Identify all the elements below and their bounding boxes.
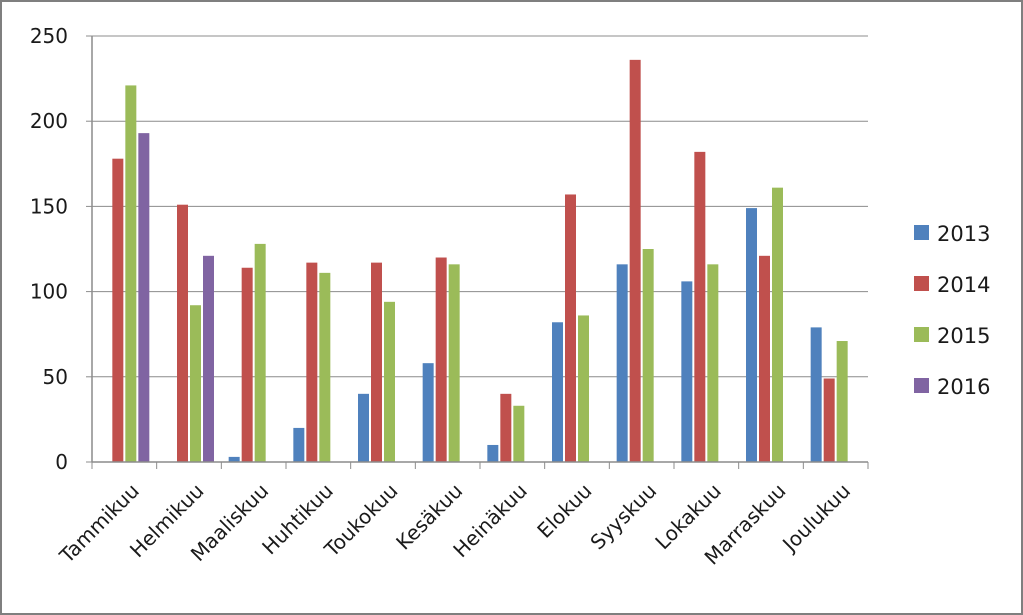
y-tick-label: 200 <box>30 109 68 133</box>
bar-2015-11 <box>836 341 848 462</box>
bar-2015-3 <box>319 272 331 462</box>
bar-2014-0 <box>112 158 124 463</box>
bar-2015-4 <box>384 301 395 462</box>
bar-2015-5 <box>448 264 460 462</box>
bar-2014-7 <box>565 194 576 463</box>
bar-2013-6 <box>487 444 499 462</box>
bar-2013-7 <box>552 322 563 462</box>
legend-swatch-2013 <box>914 225 929 240</box>
bar-2013-5 <box>422 363 434 462</box>
bar-2013-9 <box>681 281 693 462</box>
bar-2015-6 <box>513 405 525 462</box>
x-tick-label: Tammikuu <box>54 479 144 569</box>
y-tick-label: 100 <box>30 280 68 304</box>
y-tick-label: 250 <box>30 24 68 48</box>
axes <box>86 35 869 469</box>
bar-2014-9 <box>694 151 706 462</box>
x-tick-label: Syyskuu <box>585 479 661 555</box>
bar-2014-1 <box>177 204 188 463</box>
legend-swatch-2014 <box>914 276 929 291</box>
bar-2015-0 <box>125 85 137 462</box>
bar-2015-2 <box>254 243 266 462</box>
legend: 2013 2014 2015 2016 <box>914 222 990 399</box>
legend-label: 2016 <box>937 375 990 399</box>
legend-label: 2013 <box>937 222 990 246</box>
bar-2014-4 <box>371 262 382 462</box>
bar-2013-2 <box>228 456 240 462</box>
x-tick-label: Elokuu <box>532 479 596 543</box>
gridlines <box>92 35 868 378</box>
y-tick-label: 50 <box>43 365 68 389</box>
bar-2016-1 <box>203 255 214 462</box>
bar-2015-1 <box>190 305 201 462</box>
bar-2013-4 <box>358 393 369 462</box>
bar-2014-2 <box>241 267 253 462</box>
bar-2015-9 <box>707 264 719 462</box>
bar-2015-10 <box>772 187 783 462</box>
bar-2013-3 <box>293 427 305 462</box>
bar-2015-8 <box>642 249 654 462</box>
bar-2013-10 <box>746 208 757 462</box>
legend-label: 2015 <box>937 324 990 348</box>
bar-2014-8 <box>629 59 641 463</box>
x-tick-label: Joulukuu <box>776 479 855 558</box>
bar-2016-0 <box>138 133 150 463</box>
bar-2014-5 <box>435 257 447 462</box>
legend-swatch-2016 <box>914 378 929 393</box>
bar-2015-7 <box>578 315 589 462</box>
y-tick-label: 150 <box>30 194 68 218</box>
bars <box>112 59 848 463</box>
legend-label: 2014 <box>937 273 990 297</box>
y-tick-label: 0 <box>55 450 68 474</box>
legend-swatch-2015 <box>914 327 929 342</box>
bar-2014-3 <box>306 262 318 462</box>
bar-2013-8 <box>616 264 628 462</box>
bar-2013-11 <box>810 327 822 462</box>
bar-2014-11 <box>823 378 835 462</box>
bar-2014-6 <box>500 393 512 462</box>
bar-2014-10 <box>759 255 770 462</box>
